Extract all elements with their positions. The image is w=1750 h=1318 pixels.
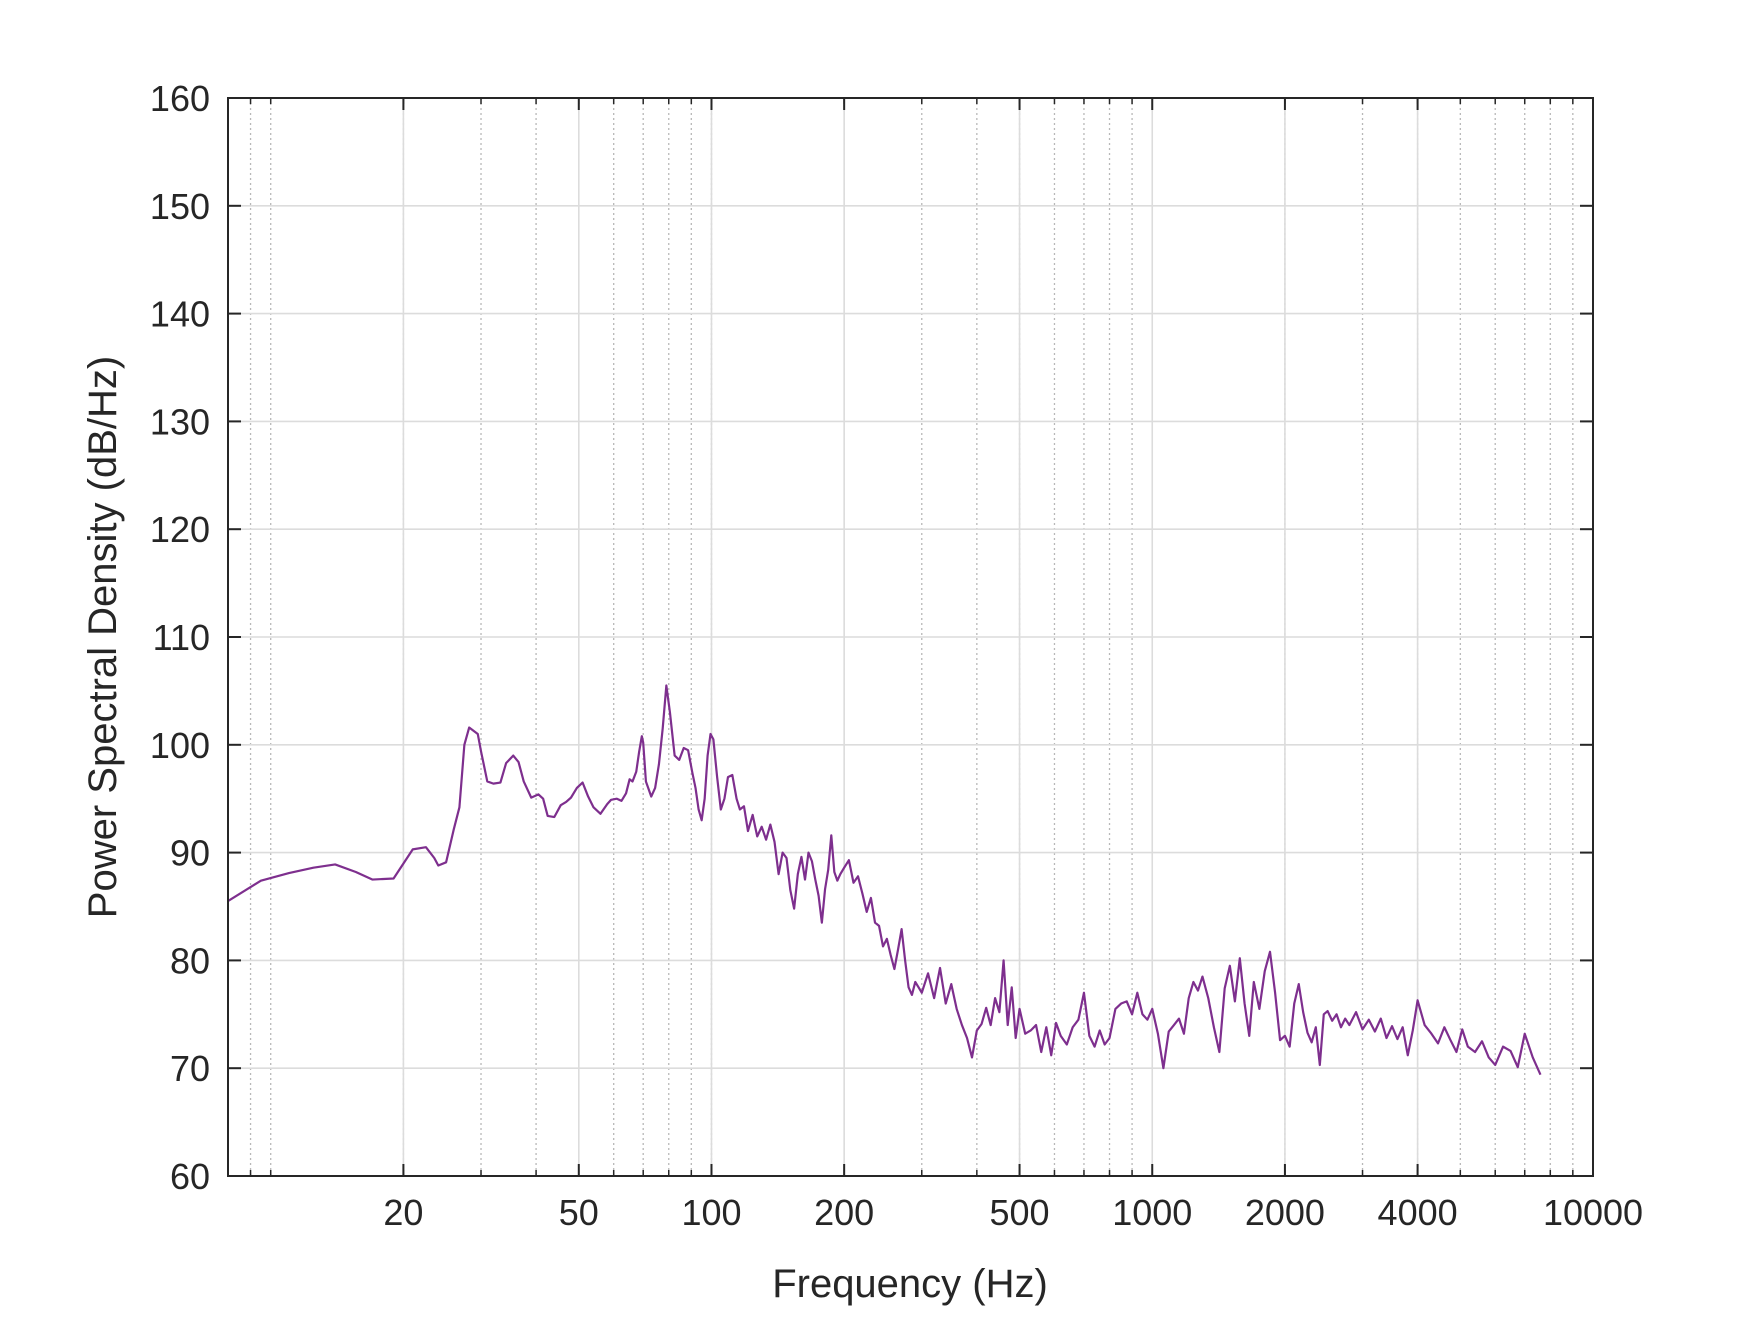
y-tick-label: 90 <box>170 833 210 874</box>
axis-ticks <box>228 97 1594 1177</box>
psd-series-line <box>227 684 1542 1076</box>
series-layer <box>227 684 1542 1076</box>
x-tick-label: 100 <box>681 1192 741 1233</box>
y-tick-label: 120 <box>150 509 210 550</box>
y-tick-label: 140 <box>150 294 210 335</box>
y-tick-label: 80 <box>170 940 210 981</box>
x-tick-label: 2000 <box>1245 1192 1325 1233</box>
x-tick-label: 1000 <box>1112 1192 1192 1233</box>
x-axis-tick-labels: 20 50 100 200 500 1000 2000 4000 10000 <box>383 1192 1643 1233</box>
y-tick-label: 160 <box>150 78 210 119</box>
x-tick-label: 200 <box>814 1192 874 1233</box>
y-axis-label: Power Spectral Density (dB/Hz) <box>81 356 125 918</box>
y-tick-label: 130 <box>150 401 210 442</box>
x-tick-label: 500 <box>990 1192 1050 1233</box>
x-tick-label: 4000 <box>1378 1192 1458 1233</box>
x-tick-label: 20 <box>383 1192 423 1233</box>
y-axis-tick-labels: 60 70 80 90 100 110 120 130 140 150 160 <box>150 78 210 1197</box>
x-axis-label: Frequency (Hz) <box>772 1262 1048 1306</box>
y-tick-label: 100 <box>150 725 210 766</box>
y-tick-label: 70 <box>170 1048 210 1089</box>
x-tick-label: 50 <box>559 1192 599 1233</box>
y-tick-label: 150 <box>150 186 210 227</box>
x-tick-label: 10000 <box>1543 1192 1643 1233</box>
y-tick-label: 110 <box>153 617 210 658</box>
y-tick-label: 60 <box>170 1156 210 1197</box>
major-grid <box>228 98 1594 1176</box>
